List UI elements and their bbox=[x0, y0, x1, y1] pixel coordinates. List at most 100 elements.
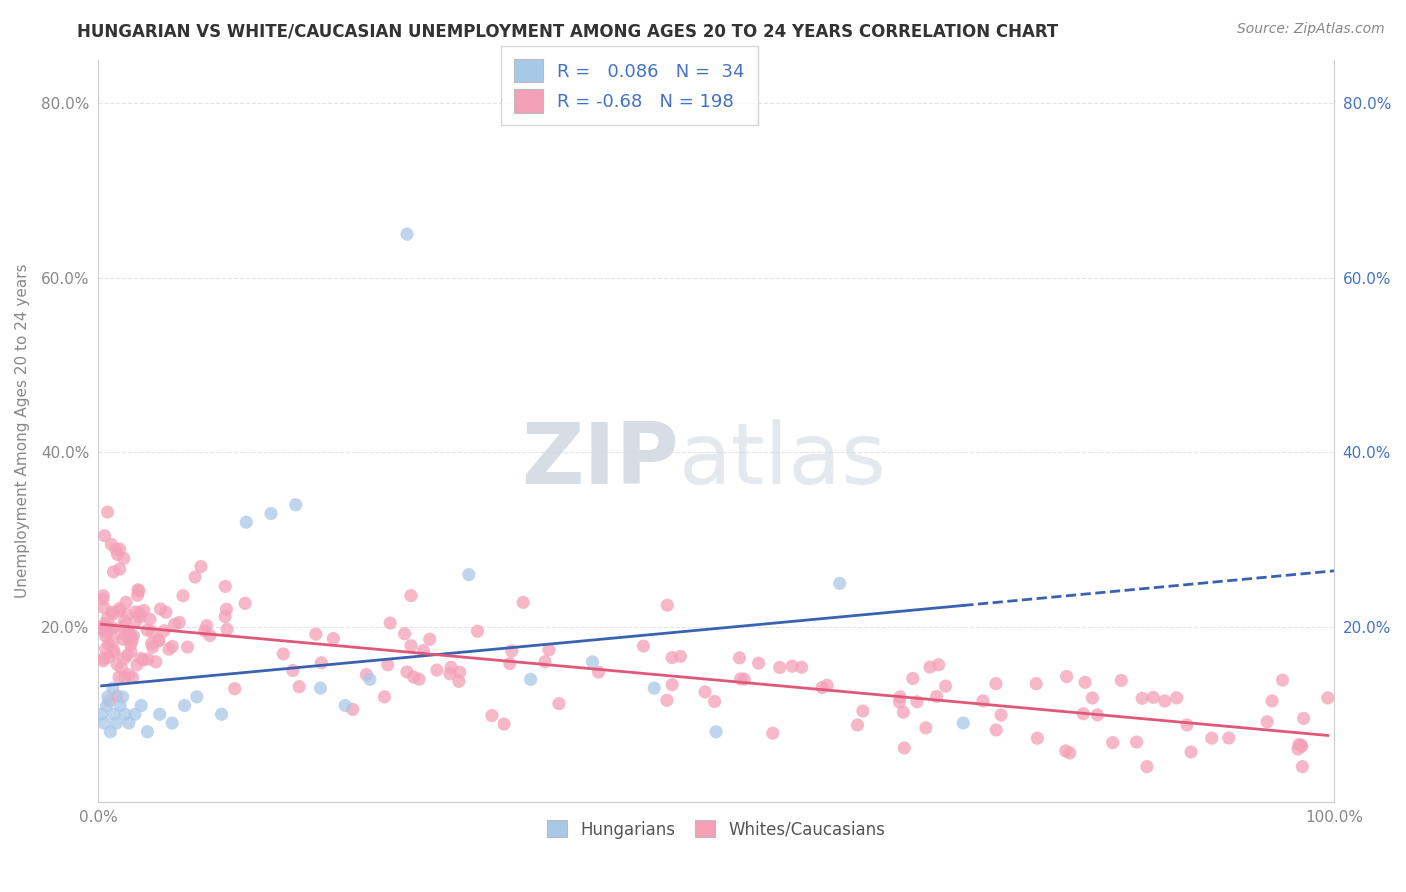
Point bbox=[655, 693, 678, 707]
Point bbox=[395, 227, 418, 242]
Point bbox=[394, 627, 416, 641]
Point bbox=[481, 708, 503, 723]
Point bbox=[1109, 673, 1132, 688]
Point bbox=[661, 650, 683, 665]
Point bbox=[128, 610, 150, 624]
Point bbox=[114, 670, 136, 684]
Point bbox=[643, 681, 665, 695]
Point bbox=[1291, 759, 1313, 773]
Point bbox=[1286, 742, 1309, 756]
Point bbox=[935, 679, 957, 693]
Point bbox=[271, 647, 294, 661]
Point bbox=[214, 579, 236, 593]
Point bbox=[96, 505, 118, 519]
Point bbox=[141, 640, 163, 655]
Point bbox=[127, 582, 149, 597]
Point bbox=[136, 724, 159, 739]
Point bbox=[426, 663, 449, 677]
Point bbox=[1087, 707, 1109, 722]
Point bbox=[103, 565, 125, 579]
Point bbox=[153, 624, 176, 638]
Point bbox=[195, 618, 218, 632]
Point bbox=[1026, 731, 1049, 746]
Point bbox=[342, 702, 364, 716]
Point bbox=[901, 672, 924, 686]
Text: HUNGARIAN VS WHITE/CAUCASIAN UNEMPLOYMENT AMONG AGES 20 TO 24 YEARS CORRELATION : HUNGARIAN VS WHITE/CAUCASIAN UNEMPLOYMEN… bbox=[77, 22, 1059, 40]
Point bbox=[439, 666, 461, 681]
Point bbox=[288, 680, 311, 694]
Point bbox=[852, 704, 875, 718]
Point bbox=[136, 624, 159, 638]
Point bbox=[108, 698, 131, 713]
Point bbox=[90, 707, 112, 722]
Point bbox=[703, 694, 725, 708]
Point bbox=[1175, 718, 1198, 732]
Point bbox=[101, 607, 124, 622]
Point bbox=[790, 660, 813, 674]
Point bbox=[139, 612, 162, 626]
Point bbox=[1081, 690, 1104, 705]
Point bbox=[124, 707, 146, 722]
Point bbox=[1316, 690, 1339, 705]
Point bbox=[112, 551, 135, 566]
Point bbox=[94, 641, 117, 656]
Point bbox=[105, 689, 128, 703]
Point bbox=[101, 634, 124, 648]
Point bbox=[108, 670, 131, 684]
Point bbox=[1056, 669, 1078, 683]
Point bbox=[120, 644, 142, 658]
Point bbox=[215, 622, 238, 636]
Point bbox=[120, 630, 142, 644]
Point bbox=[990, 708, 1012, 723]
Point bbox=[96, 612, 118, 626]
Point bbox=[846, 718, 869, 732]
Point bbox=[305, 627, 328, 641]
Point bbox=[925, 690, 948, 704]
Point bbox=[233, 596, 256, 610]
Point bbox=[90, 620, 112, 634]
Point bbox=[157, 642, 180, 657]
Point bbox=[419, 632, 441, 647]
Point bbox=[108, 604, 131, 618]
Point bbox=[128, 607, 150, 621]
Point bbox=[1289, 739, 1312, 753]
Point bbox=[91, 654, 114, 668]
Point bbox=[93, 716, 115, 731]
Point bbox=[100, 622, 122, 636]
Point bbox=[984, 676, 1007, 690]
Point bbox=[1054, 744, 1077, 758]
Point bbox=[91, 589, 114, 603]
Point bbox=[108, 542, 131, 557]
Point bbox=[828, 576, 851, 591]
Point bbox=[1291, 739, 1313, 754]
Point bbox=[122, 629, 145, 643]
Point bbox=[118, 667, 141, 681]
Point bbox=[148, 633, 170, 648]
Point bbox=[889, 695, 911, 709]
Point bbox=[115, 607, 138, 622]
Point bbox=[98, 724, 121, 739]
Point bbox=[467, 624, 489, 639]
Point bbox=[129, 698, 152, 713]
Point bbox=[284, 498, 307, 512]
Point bbox=[1142, 690, 1164, 705]
Point bbox=[91, 592, 114, 607]
Point bbox=[104, 542, 127, 557]
Point bbox=[114, 707, 136, 722]
Text: atlas: atlas bbox=[679, 418, 887, 502]
Point bbox=[1101, 736, 1123, 750]
Point bbox=[108, 562, 131, 576]
Point bbox=[335, 698, 357, 713]
Point bbox=[211, 707, 233, 722]
Point bbox=[194, 624, 217, 638]
Point bbox=[173, 698, 195, 713]
Point bbox=[1059, 746, 1081, 760]
Point bbox=[588, 665, 610, 680]
Point bbox=[1261, 694, 1284, 708]
Point bbox=[117, 648, 139, 663]
Point bbox=[1180, 745, 1202, 759]
Point bbox=[93, 617, 115, 632]
Point bbox=[176, 640, 198, 654]
Point bbox=[107, 548, 129, 562]
Point bbox=[399, 589, 422, 603]
